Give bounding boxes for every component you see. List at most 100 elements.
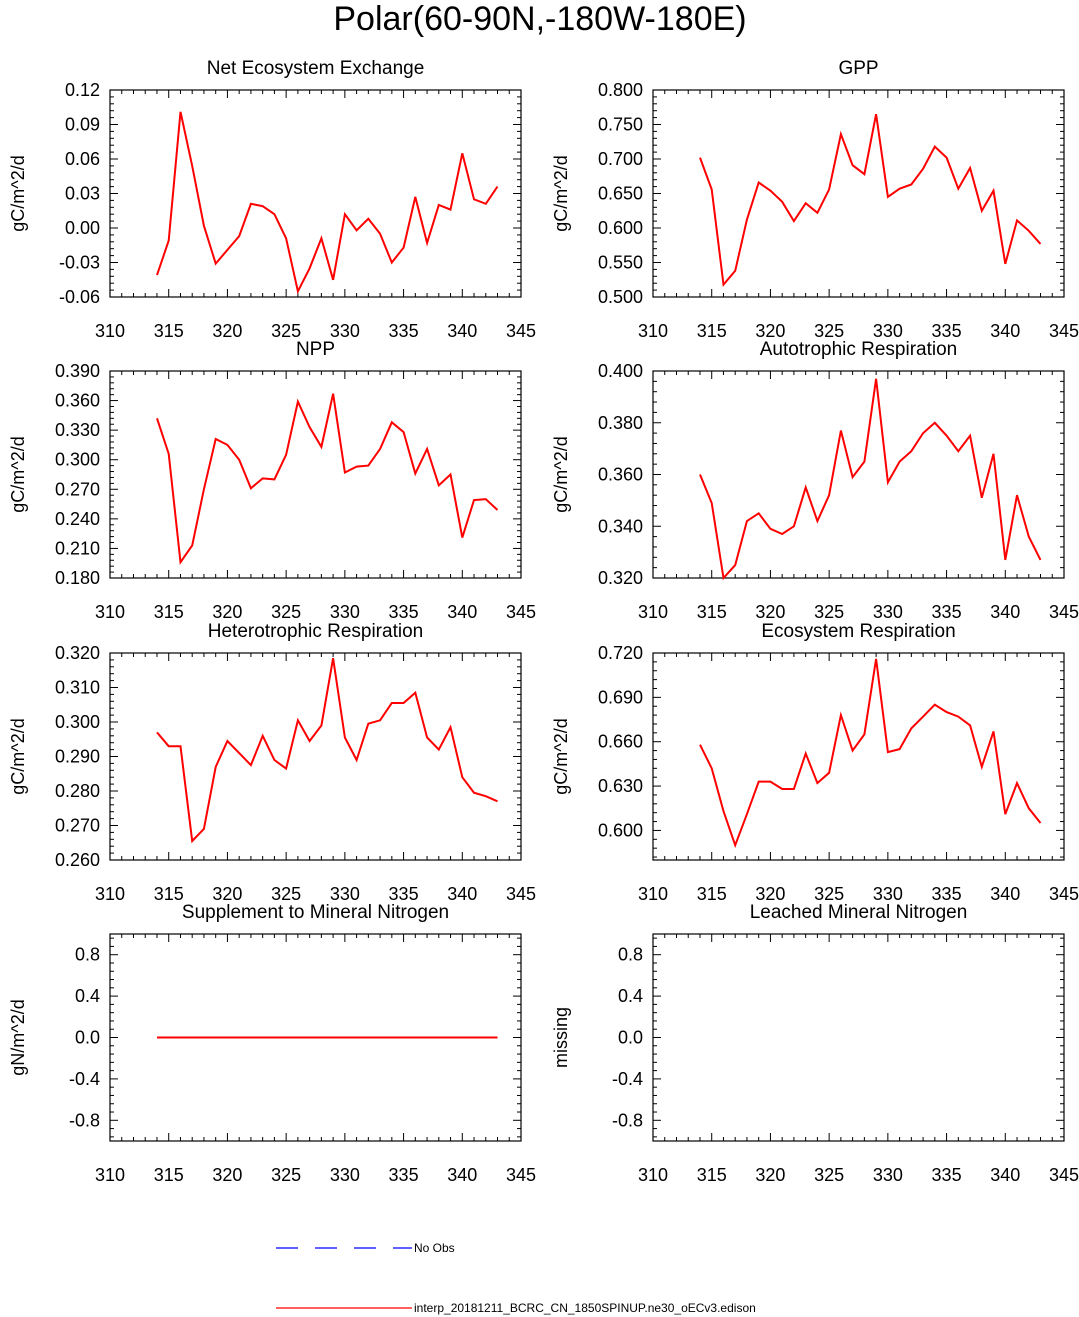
- x-tick-label: 330: [330, 321, 360, 341]
- x-tick-label: 315: [697, 602, 727, 622]
- x-tick-label: 310: [638, 1165, 668, 1185]
- x-tick-label: 340: [447, 1165, 477, 1185]
- series-line: [156, 111, 499, 295]
- y-tick-label: 0.300: [55, 450, 100, 470]
- y-tick-label: 0.260: [55, 850, 100, 870]
- y-tick-label: 0.8: [618, 945, 643, 965]
- x-tick-label: 315: [697, 884, 727, 904]
- x-tick-label: 330: [330, 602, 360, 622]
- x-tick-label: 330: [873, 884, 903, 904]
- chart-panel-1: Net Ecosystem Exchange gC/m^2/d 310 315 320 3…: [8, 58, 536, 341]
- legend-label-no-obs: No Obs: [414, 1241, 455, 1255]
- chart-title: Ecosystem Respiration: [761, 621, 955, 642]
- x-tick-label: 340: [990, 884, 1020, 904]
- x-tick-label: 335: [389, 321, 419, 341]
- x-tick-label: 340: [990, 602, 1020, 622]
- y-tick-label: 0.12: [65, 80, 100, 100]
- y-tick-label: 0.630: [598, 776, 643, 796]
- chart-title: Heterotrophic Respiration: [208, 621, 423, 642]
- x-tick-label: 345: [506, 1165, 536, 1185]
- chart-title: Autotrophic Respiration: [760, 339, 958, 360]
- x-tick-label: 335: [932, 884, 962, 904]
- x-tick-label: 345: [1049, 602, 1079, 622]
- x-tick-label: 320: [212, 602, 242, 622]
- y-tick-label: 0.750: [598, 115, 643, 135]
- x-tick-label: 320: [755, 321, 785, 341]
- plot-frame: [652, 933, 1065, 1142]
- plot-frame: [652, 89, 1065, 298]
- x-tick-label: 320: [212, 321, 242, 341]
- y-tick-label: 0.690: [598, 687, 643, 707]
- chart-title: Supplement to Mineral Nitrogen: [182, 902, 449, 923]
- series-line: [156, 658, 498, 844]
- y-tick-label: 0.380: [598, 413, 643, 433]
- series-line: [699, 378, 1042, 581]
- y-axis-label: gN/m^2/d: [8, 999, 28, 1075]
- x-tick-label: 330: [330, 884, 360, 904]
- x-tick-label: 315: [697, 1165, 727, 1185]
- y-tick-label: 0.400: [598, 361, 643, 381]
- chart-title: Leached Mineral Nitrogen: [750, 902, 968, 923]
- y-tick-label: 0.320: [55, 643, 100, 663]
- x-tick-label: 340: [447, 884, 477, 904]
- y-tick-label: 0.0: [618, 1028, 643, 1048]
- y-tick-label: 0.320: [598, 568, 643, 588]
- x-tick-label: 315: [154, 1165, 184, 1185]
- plot-frame: [109, 89, 522, 298]
- x-tick-label: 315: [154, 884, 184, 904]
- y-tick-label: 0.720: [598, 643, 643, 663]
- x-tick-label: 330: [330, 1165, 360, 1185]
- y-tick-label: 0.310: [55, 678, 100, 698]
- y-tick-label: 0.390: [55, 361, 100, 381]
- x-tick-label: 325: [271, 1165, 301, 1185]
- x-tick-label: 335: [389, 1165, 419, 1185]
- y-tick-label: -0.03: [59, 253, 100, 273]
- x-tick-label: 340: [990, 321, 1020, 341]
- plot-frame: [109, 652, 522, 861]
- y-tick-label: 0.700: [598, 149, 643, 169]
- plot-frame: [109, 370, 522, 579]
- x-tick-label: 345: [1049, 884, 1079, 904]
- y-tick-label: 0.280: [55, 781, 100, 801]
- x-tick-label: 315: [154, 321, 184, 341]
- plot-frame: [652, 370, 1065, 579]
- x-tick-label: 335: [932, 321, 962, 341]
- y-tick-label: 0.4: [75, 986, 100, 1006]
- plot-frame: [652, 652, 1065, 861]
- x-tick-label: 340: [447, 602, 477, 622]
- y-tick-label: 0.180: [55, 568, 100, 588]
- chart-panel-8: Leached Mineral Nitrogen missing 310 315 320…: [551, 902, 1079, 1185]
- chart-panel-7: Supplement to Mineral Nitrogen gN/m^2/d 31…: [8, 902, 536, 1185]
- y-tick-label: 0.4: [618, 986, 643, 1006]
- x-tick-label: 345: [506, 884, 536, 904]
- x-tick-label: 320: [755, 1165, 785, 1185]
- x-tick-label: 325: [271, 602, 301, 622]
- y-tick-label: 0.270: [55, 479, 100, 499]
- x-tick-label: 330: [873, 1165, 903, 1185]
- chart-panel-2: GPP gC/m^2/d 310 315 320 325 330 335 340 345 0.500…: [551, 58, 1079, 341]
- x-tick-label: 320: [212, 884, 242, 904]
- plot-frame: [109, 933, 522, 1142]
- x-tick-label: 325: [271, 321, 301, 341]
- y-tick-label: 0.360: [55, 391, 100, 411]
- x-tick-label: 330: [873, 602, 903, 622]
- x-tick-label: 310: [638, 602, 668, 622]
- y-tick-label: -0.8: [69, 1110, 100, 1130]
- y-tick-label: 0.270: [55, 816, 100, 836]
- x-tick-label: 345: [1049, 321, 1079, 341]
- chart-title: NPP: [296, 339, 335, 360]
- y-axis-label: gC/m^2/d: [551, 155, 571, 231]
- x-tick-label: 310: [95, 602, 125, 622]
- y-tick-label: 0.8: [75, 945, 100, 965]
- y-tick-label: 0.650: [598, 184, 643, 204]
- x-tick-label: 335: [932, 602, 962, 622]
- chart-panel-6: Ecosystem Respiration gC/m^2/d 310 315 320 32…: [551, 621, 1079, 904]
- y-axis-label: gC/m^2/d: [8, 718, 28, 794]
- y-tick-label: 0.210: [55, 538, 100, 558]
- series-line: [699, 114, 1042, 287]
- y-tick-label: 0.600: [598, 218, 643, 238]
- y-axis-label: gC/m^2/d: [8, 155, 28, 231]
- x-tick-label: 325: [814, 602, 844, 622]
- y-tick-label: 0.240: [55, 509, 100, 529]
